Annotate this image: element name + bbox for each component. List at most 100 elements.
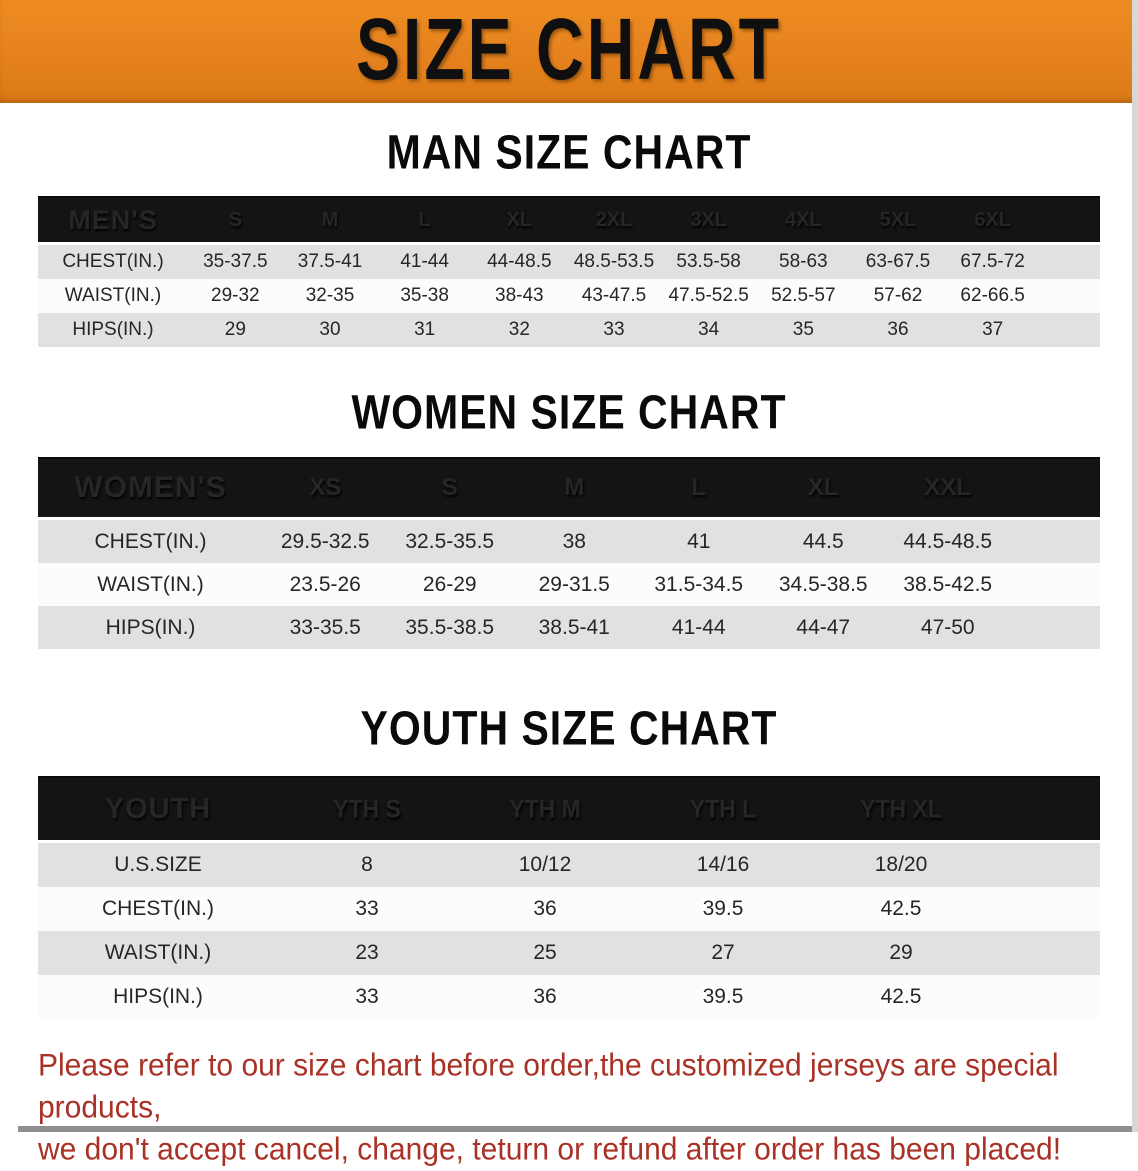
men-value-cell: 62-66.5 [960, 285, 1025, 306]
men-value-cell: 35-37.5 [203, 251, 268, 272]
women-value-cell: 47-50 [920, 615, 975, 639]
women-size-col-header: XS [309, 474, 342, 501]
men-row-label: CHEST(IN.) [62, 251, 164, 272]
men-value-cell: 29 [224, 319, 246, 340]
women-value-cell: 38 [562, 529, 586, 553]
men-size-col-header: L [418, 208, 431, 231]
women-value-cell: 26-29 [422, 572, 477, 596]
men-size-col-header: 6XL [974, 208, 1011, 231]
youth-size-col-header: YTH L [689, 794, 757, 823]
footer-notice: Please refer to our size chart before or… [38, 1045, 1138, 1171]
men-value-cell: 43-47.5 [581, 285, 647, 306]
notice-line-2: we don't accept cancel, change, teturn o… [38, 1132, 1062, 1167]
women-size-col-header: XL [807, 474, 839, 501]
notice-line-1: Please refer to our size chart before or… [38, 1048, 1059, 1125]
women-value-cell: 41 [687, 529, 711, 553]
men-value-cell: 29-32 [211, 285, 260, 306]
women-value-cell: 41-44 [671, 615, 726, 639]
women-table-row: CHEST(IN.) 29.5-32.5 32.5-35.5 38 41 44.5 44.5… [38, 520, 1100, 563]
youth-size-col-header: YTH XL [860, 794, 942, 823]
women-value-cell: 38.5-41 [538, 615, 610, 639]
women-value-cell: 32.5-35.5 [405, 529, 495, 553]
youth-table-row: HIPS(IN.) 33 36 39.5 42.5 [38, 975, 1100, 1019]
youth-value-cell: 23 [355, 941, 379, 964]
men-value-cell: 63-67.5 [865, 251, 931, 272]
women-value-cell: 35.5-38.5 [405, 615, 495, 639]
youth-value-cell: 36 [533, 985, 557, 1008]
men-value-cell: 47.5-52.5 [668, 285, 749, 306]
women-value-cell: 34.5-38.5 [778, 572, 868, 596]
youth-row-label: CHEST(IN.) [102, 897, 214, 920]
men-value-cell: 38-43 [495, 285, 544, 306]
youth-value-cell: 36 [533, 897, 557, 920]
men-row-label: HIPS(IN.) [72, 319, 154, 340]
men-value-cell: 52.5-57 [771, 285, 836, 306]
women-table-row: WAIST(IN.) 23.5-26 26-29 29-31.5 31.5-34.5 34… [38, 563, 1100, 606]
youth-group-label: YOUTH [104, 792, 212, 825]
women-table-row: HIPS(IN.) 33-35.5 35.5-38.5 38.5-41 41-44 44-… [38, 606, 1100, 649]
youth-value-cell: 33 [355, 985, 379, 1008]
youth-value-cell: 14/16 [696, 853, 750, 876]
youth-size-col-header: YTH S [333, 794, 401, 823]
women-heading: WOMEN SIZE CHART [351, 384, 787, 440]
men-value-cell: 30 [319, 319, 341, 340]
women-size-col-header: S [441, 474, 458, 501]
men-value-cell: 67.5-72 [960, 251, 1025, 272]
men-size-col-header: 5XL [879, 208, 917, 231]
youth-row-label: WAIST(IN.) [104, 941, 212, 964]
right-edge-strip [1132, 0, 1138, 1132]
women-row-label: CHEST(IN.) [94, 529, 207, 553]
section-youth: YOUTH SIZE CHART YOUTH YTH S YTH M YTH L YTH… [0, 699, 1138, 1019]
youth-row-label: U.S.SIZE [114, 853, 202, 876]
men-size-col-header: M [321, 208, 339, 231]
women-value-cell: 33-35.5 [289, 615, 361, 639]
section-women: WOMEN SIZE CHART WOMEN'S XS S M L XL XXL CHEST(… [0, 383, 1138, 649]
banner: SIZE CHART [0, 0, 1138, 103]
men-value-cell: 58-63 [779, 251, 828, 272]
women-value-cell: 29-31.5 [538, 572, 610, 596]
men-table-row: CHEST(IN.) 35-37.5 37.5-41 41-44 44-48.5 48.5… [38, 245, 1100, 279]
men-size-col-header: 2XL [595, 208, 633, 231]
youth-value-cell: 42.5 [880, 985, 922, 1008]
men-size-col-header: S [228, 208, 242, 231]
men-value-cell: 41-44 [400, 251, 449, 272]
section-men: MAN SIZE CHART MEN'S S M L XL 2XL 3XL 4XL 5XL 6XL… [0, 123, 1138, 347]
women-value-cell: 38.5-42.5 [903, 572, 993, 596]
men-value-cell: 35 [792, 319, 814, 340]
men-value-cell: 37.5-41 [297, 251, 363, 272]
men-table-header: MEN'S S M L XL 2XL 3XL 4XL 5XL 6XL [38, 196, 1100, 242]
banner-title: SIZE CHART [356, 0, 782, 98]
youth-value-cell: 29 [889, 941, 913, 964]
youth-value-cell: 8 [361, 853, 373, 876]
women-value-cell: 23.5-26 [289, 572, 361, 596]
men-value-cell: 37 [982, 319, 1004, 340]
men-value-cell: 32 [508, 319, 530, 340]
men-value-cell: 35-38 [400, 285, 449, 306]
men-row-label: WAIST(IN.) [64, 285, 162, 306]
men-heading: MAN SIZE CHART [386, 124, 752, 180]
men-table-row: HIPS(IN.) 29 30 31 32 33 34 35 36 37 [38, 313, 1100, 347]
men-group-label: MEN'S [68, 204, 158, 235]
women-size-col-header: L [691, 474, 707, 501]
men-size-col-header: 3XL [690, 208, 727, 231]
youth-table-header: YOUTH YTH S YTH M YTH L YTH XL [38, 776, 1100, 840]
women-group-label: WOMEN'S [74, 471, 227, 504]
men-value-cell: 57-62 [873, 285, 923, 306]
bottom-edge-bar [18, 1126, 1138, 1132]
men-size-col-header: 4XL [784, 208, 822, 231]
youth-value-cell: 27 [711, 941, 735, 964]
women-size-table: WOMEN'S XS S M L XL XXL CHEST(IN.) 29.5-32.5 32.5… [38, 457, 1100, 649]
women-value-cell: 29.5-32.5 [280, 529, 370, 553]
women-size-col-header: M [564, 474, 585, 501]
women-row-label: HIPS(IN.) [105, 615, 196, 639]
youth-table-row: CHEST(IN.) 33 36 39.5 42.5 [38, 887, 1100, 931]
men-size-table: MEN'S S M L XL 2XL 3XL 4XL 5XL 6XL CHEST(IN.) 35-37… [38, 196, 1100, 347]
men-value-cell: 44-48.5 [487, 251, 552, 272]
men-size-col-header: XL [506, 208, 533, 231]
women-value-cell: 44-47 [796, 615, 851, 639]
men-value-cell: 32-35 [305, 285, 355, 306]
youth-table-row: U.S.SIZE 8 10/12 14/16 18/20 [38, 843, 1100, 887]
men-value-cell: 33 [603, 319, 625, 340]
men-value-cell: 31 [414, 319, 436, 340]
women-table-header: WOMEN'S XS S M L XL XXL [38, 457, 1100, 517]
